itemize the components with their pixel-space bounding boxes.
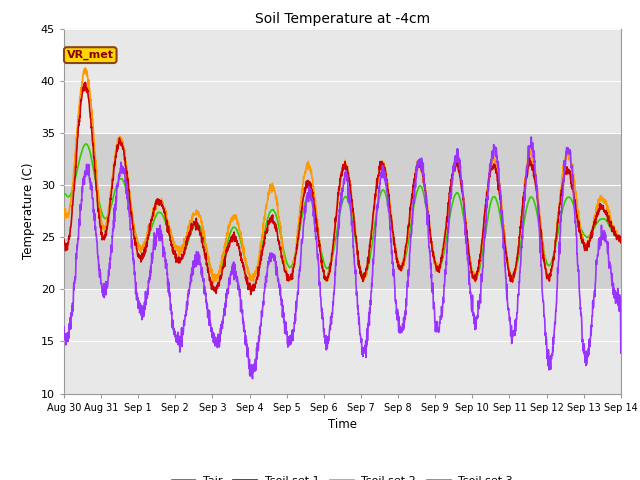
Y-axis label: Temperature (C): Temperature (C) [22, 163, 35, 260]
X-axis label: Time: Time [328, 418, 357, 431]
Legend: Tair, Tsoil set 1, Tsoil set 2, Tsoil set 3: Tair, Tsoil set 1, Tsoil set 2, Tsoil se… [167, 471, 518, 480]
Title: Soil Temperature at -4cm: Soil Temperature at -4cm [255, 12, 430, 26]
Text: VR_met: VR_met [67, 50, 114, 60]
Bar [64, 133, 621, 289]
